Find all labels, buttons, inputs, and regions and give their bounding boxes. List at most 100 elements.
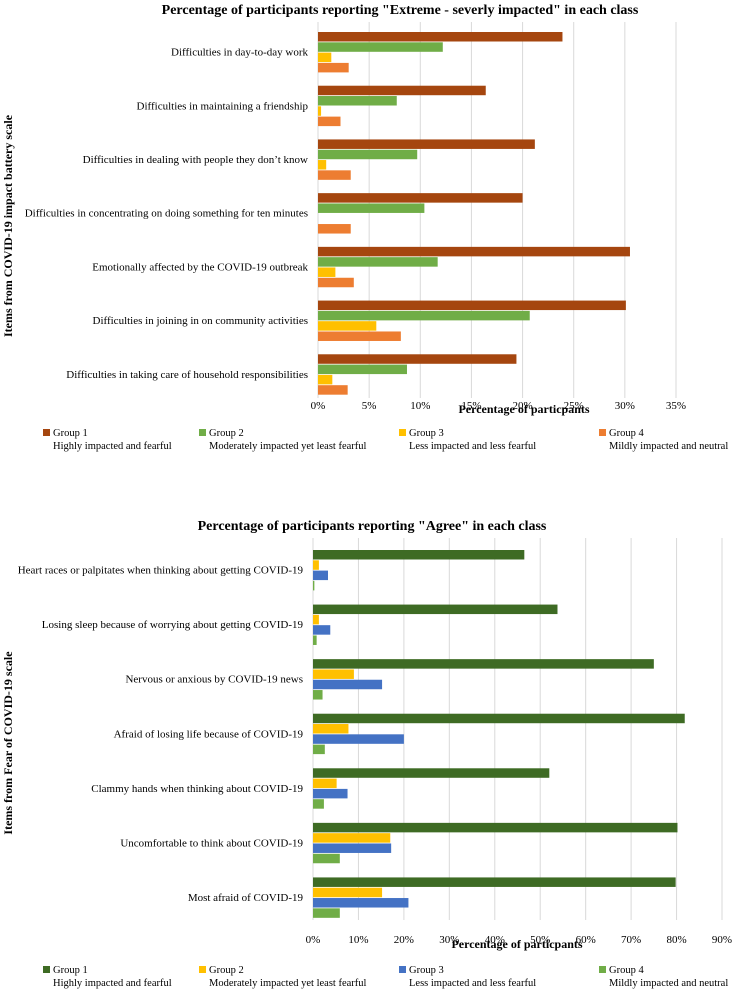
chart2-x-tick-label: 40%	[485, 934, 505, 946]
chart2-x-tick-label: 60%	[576, 934, 596, 946]
chart2-bar-group-3	[313, 679, 383, 690]
chart2-x-tick-label: 80%	[666, 934, 686, 946]
chart2-bar-group-2	[313, 778, 337, 789]
chart1-category-label: Difficulties in joining in on community …	[93, 315, 309, 327]
chart2-x-tick-labels: 0% 10% 20% 30% 40% 50% 60% 70% 80% 90%	[306, 934, 732, 946]
chart1-bar-group-2	[318, 364, 407, 375]
chart1-bar-group-4	[318, 331, 401, 341]
chart1-legend-description: Moderately impacted yet least fearful	[209, 441, 367, 452]
chart2-category-label: Uncomfortable to think about COVID-19	[120, 837, 303, 849]
chart2-legend-description: Less impacted and less fearful	[409, 978, 536, 989]
chart2-bar-group-1	[313, 713, 685, 724]
chart2-bar-group-4	[313, 635, 317, 645]
chart2-category-label: Nervous or anxious by COVID-19 news	[125, 674, 303, 686]
chart1-legend-name: Group 4	[609, 428, 644, 439]
chart2-bar-group-2	[313, 614, 319, 625]
chart2-bar-group-4	[313, 580, 315, 591]
chart2-bar-group-2	[313, 669, 354, 679]
chart1-legend: Group 1 Highly impacted and fearful Group …	[43, 428, 728, 452]
chart1-bar-group-3	[318, 160, 327, 170]
chart2-bar-group-3	[313, 788, 348, 799]
chart2-bar-group-4	[313, 799, 324, 809]
chart2-legend-name: Group 4	[609, 965, 644, 976]
chart2-bar-group-4	[313, 744, 325, 755]
chart1-legend-swatch	[43, 429, 50, 436]
chart1-x-tick-label: 25%	[564, 400, 584, 412]
chart1-x-tick-label: 20%	[512, 400, 532, 412]
chart1-bar-group-2	[318, 149, 418, 160]
chart1-bar-group-1	[318, 193, 523, 203]
chart1-bar-group-3	[318, 321, 377, 331]
chart1-category-label: Difficulties in concentrating on doing s…	[25, 208, 308, 220]
chart1-bar-group-2	[318, 257, 438, 267]
chart1-bar-group-1	[318, 246, 630, 257]
chart2-bar-group-3	[313, 898, 409, 908]
chart1-x-axis-title: Percentage of particpants	[458, 402, 589, 416]
chart2-bar-group-3	[313, 734, 404, 744]
chart2-legend-description: Highly impacted and fearful	[53, 978, 172, 989]
chart2-category-label: Afraid of losing life because of COVID-1…	[114, 728, 304, 740]
chart1-legend-name: Group 3	[409, 428, 444, 439]
chart2-legend-description: Mildly impacted and neutral	[609, 978, 728, 989]
chart1-x-tick-label: 5%	[362, 400, 377, 412]
chart1-bar-group-1	[318, 139, 535, 149]
chart1-x-tick-label: 10%	[410, 400, 430, 412]
chart1-legend-description: Mildly impacted and neutral	[609, 441, 728, 452]
chart2-legend-name: Group 3	[409, 965, 444, 976]
chart2-x-tick-label: 0%	[306, 934, 321, 946]
chart1-bar-group-3	[318, 106, 322, 116]
chart2-category-label: Losing sleep because of worrying about g…	[42, 619, 304, 631]
chart2-category-label: Clammy hands when thinking about COVID-1…	[91, 783, 303, 795]
chart1-x-tick-labels: 0% 5% 10% 15% 20% 25% 30% 35%	[311, 400, 686, 412]
chart1-category-label: Difficulties in day-to-day work	[171, 47, 308, 59]
chart2-legend-swatch	[599, 966, 606, 973]
chart1-bar-group-3	[318, 374, 333, 385]
chart2-bar-group-2	[313, 833, 391, 843]
chart2-bar-group-3	[313, 625, 331, 635]
chart1-category-label: Difficulties in maintaining a friendship	[137, 100, 309, 112]
chart1-bar-group-1	[318, 32, 563, 42]
chart2-category-label: Most afraid of COVID-19	[188, 892, 304, 904]
chart2-x-tick-label: 20%	[394, 934, 414, 946]
chart2-category-labels: Heart races or palpitates when thinking …	[18, 565, 304, 904]
chart2-x-tick-label: 70%	[621, 934, 641, 946]
chart2-x-tick-label: 50%	[530, 934, 550, 946]
chart1-category-label: Difficulties in taking care of household…	[66, 369, 308, 381]
chart2-bar-group-3	[313, 843, 392, 853]
chart1-bar-group-4	[318, 224, 351, 234]
chart2-bar-group-2	[313, 560, 319, 570]
chart1-legend-name: Group 1	[53, 428, 88, 439]
chart1-legend-description: Less impacted and less fearful	[409, 441, 536, 452]
chart1-bar-group-4	[318, 62, 349, 73]
chart2-gridlines	[312, 538, 723, 920]
chart2-title: Percentage of participants reporting "Ag…	[198, 519, 547, 534]
chart2-legend-description: Moderately impacted yet least fearful	[209, 978, 367, 989]
chart1-title: Percentage of participants reporting "Ex…	[162, 3, 639, 18]
chart2-bar-group-1	[313, 768, 550, 778]
chart1-bar-group-3	[318, 52, 332, 63]
chart2-bar-group-1	[313, 877, 676, 887]
chart1-legend-swatch	[199, 429, 206, 436]
chart1-bar-group-2	[318, 42, 443, 52]
chart1-category-label: Emotionally affected by the COVID-19 out…	[92, 261, 308, 273]
chart2-legend-swatch	[199, 966, 206, 973]
chart1-bar-group-4	[318, 170, 351, 180]
chart1-bar-group-1	[318, 354, 517, 364]
chart2-legend-name: Group 1	[53, 965, 88, 976]
chart1-x-tick-label: 15%	[461, 400, 481, 412]
chart1-legend-swatch	[399, 429, 406, 436]
chart1-bar-group-4	[318, 385, 348, 395]
chart2-x-tick-label: 10%	[348, 934, 368, 946]
chart2-bar-group-1	[313, 604, 558, 615]
chart1-x-tick-label: 0%	[311, 400, 326, 412]
chart2-x-tick-label: 90%	[712, 934, 732, 946]
chart1-category-labels: Difficulties in day-to-day work Difficult…	[25, 47, 309, 381]
chart1-legend-name: Group 2	[209, 428, 244, 439]
chart1-bar-group-4	[318, 277, 354, 288]
chart1-bar-group-1	[318, 85, 486, 96]
chart2-legend-swatch	[399, 966, 406, 973]
chart2-legend-name: Group 2	[209, 965, 244, 976]
chart1-bar-group-4	[318, 116, 341, 127]
chart2-x-axis-title: Percentage of particpants	[451, 937, 582, 951]
chart1-bars	[318, 32, 630, 395]
